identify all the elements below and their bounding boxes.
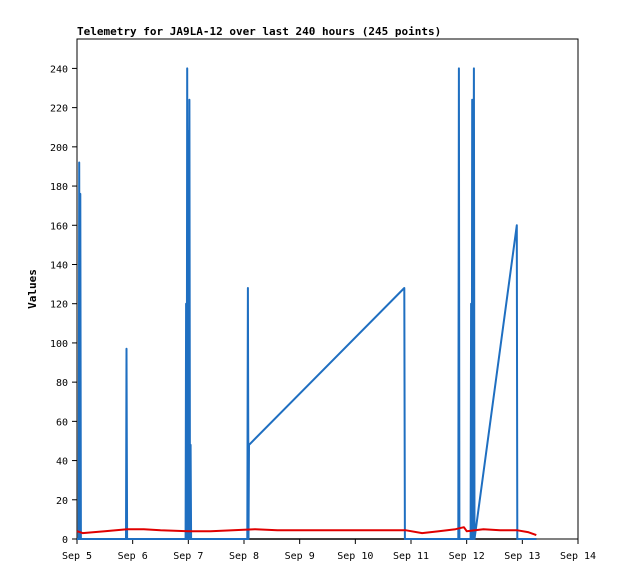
x-tick-label-6: Sep 11 bbox=[393, 551, 429, 562]
y-tick-label-3: 60 bbox=[56, 417, 68, 428]
chart-title: Telemetry for JA9LA-12 over last 240 hou… bbox=[77, 25, 441, 38]
x-tick-label-7: Sep 12 bbox=[449, 551, 485, 562]
y-axis-title: Values bbox=[26, 269, 39, 309]
x-tick-label-9: Sep 14 bbox=[560, 551, 596, 562]
x-tick-label-5: Sep 10 bbox=[337, 551, 373, 562]
y-tick-label-2: 40 bbox=[56, 457, 68, 468]
y-tick-label-8: 160 bbox=[50, 221, 68, 232]
y-tick-label-9: 180 bbox=[50, 182, 68, 193]
x-tick-label-4: Sep 9 bbox=[285, 551, 315, 562]
x-tick-label-2: Sep 7 bbox=[173, 551, 203, 562]
series-line-1 bbox=[77, 67, 537, 540]
y-tick-label-12: 240 bbox=[50, 64, 68, 75]
x-tick-label-0: Sep 5 bbox=[62, 551, 92, 562]
plot-area: 0 20 40 60 80 100 120 140 160 180 200 220 240 Sep 5 Se… bbox=[26, 38, 596, 562]
x-tick-label-8: Sep 13 bbox=[504, 551, 540, 562]
y-tick-label-4: 80 bbox=[56, 378, 68, 389]
x-tick-label-1: Sep 6 bbox=[118, 551, 148, 562]
y-tick-label-11: 220 bbox=[50, 104, 68, 115]
y-tick-label-10: 200 bbox=[50, 143, 68, 154]
series-line-2 bbox=[76, 526, 537, 537]
y-tick-label-0: 0 bbox=[62, 535, 68, 546]
y-tick-label-5: 100 bbox=[50, 339, 68, 350]
y-tick-label-7: 140 bbox=[50, 260, 68, 271]
x-tick-label-3: Sep 8 bbox=[229, 551, 259, 562]
y-tick-label-1: 20 bbox=[56, 496, 68, 507]
y-tick-label-6: 120 bbox=[50, 300, 68, 311]
